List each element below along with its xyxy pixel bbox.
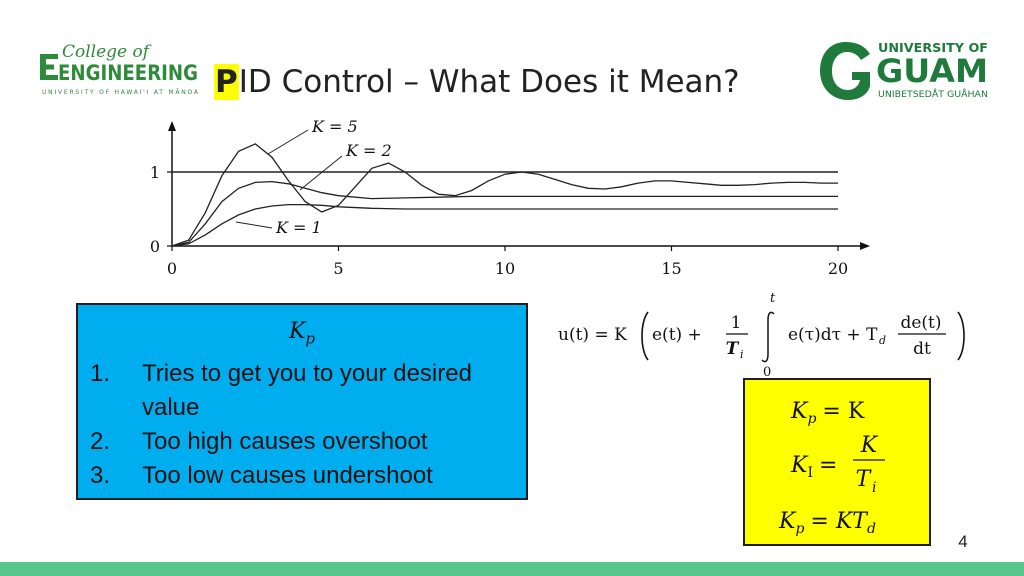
title-rest: ID Control – What Does it Mean? [238,64,740,100]
x-tick-label: 5 [333,259,343,278]
ki-den-sub: i [872,480,876,496]
chart-annotations: K = 5 K = 2 K = 1 [235,118,392,237]
annotation-label-3: K = 1 [275,218,322,237]
logo-unibetsedat-text: UNIBETSEDÅT GUÅHAN [878,88,988,100]
equation-lhs: u(t) = K [558,325,627,345]
chart-series [171,143,838,247]
integrand: e(τ)dτ + T [788,325,878,345]
annotation-pointer-1 [267,129,309,155]
y-tick-label: 0 [150,237,160,256]
step-response-chart: 0 5 10 15 20 0 1 K = 5 K = 2 K = 1 [150,118,870,278]
logo-engineering-text: ENGINEERING [58,61,198,85]
bottom-accent-bar [0,562,1024,576]
integral-lower: 0 [763,365,771,380]
integral-upper: t [770,291,776,306]
fraction1-numerator: 1 [731,313,742,333]
x-axis-arrow [860,242,870,250]
list-item: 1. Tries to get you to your desired value [90,360,472,421]
university-of-guam-logo: UNIVERSITY OF GUAM UNIBETSEDÅT GUÅHAN [820,41,988,100]
gain-definitions-box: Kp = K KI = K T i Kp = KTd [743,378,931,546]
y-axis-arrow [168,121,176,131]
gain-equations: Kp = K KI = K T i Kp = KTd [778,399,885,537]
left-paren [641,311,649,361]
fraction2-numerator: de(t) [900,313,941,333]
kp-definition: Kp = K [790,399,865,427]
kp-explanation-box: Kp 1. Tries to get you to your desired va… [76,303,528,500]
x-tick-label: 15 [661,259,681,278]
annotation-pointer-2 [299,155,343,191]
logo-e-mid [40,64,54,70]
integral-sign [761,311,775,363]
annotation-pointer-3 [235,221,273,229]
chart-axes [168,121,870,250]
ki-denominator: T [856,467,873,492]
kd-definition: Kp = KTd [778,509,876,537]
series-line-2 [171,180,838,247]
list-item: 3. Too low causes undershoot [90,462,433,489]
slide-title: PID Control – What Does it Mean? [214,62,740,102]
logo-guam-text: GUAM [876,52,988,90]
page-number: 4 [958,532,968,551]
annotation-label-1: K = 5 [311,118,358,136]
logo-university-of-text: UNIVERSITY OF [878,41,988,55]
list-item: 2. Too high causes overshoot [90,428,428,455]
series-line-1 [171,143,838,247]
equation-error-term: e(t) + [652,325,702,345]
title-highlight: P [214,64,239,100]
logo-e-top [40,54,58,59]
ki-definition: KI = [790,453,837,481]
kp-symbol: Kp [288,319,316,348]
ki-numerator: K [860,433,879,458]
x-tick-label: 10 [495,259,515,278]
right-paren [957,311,965,361]
fraction2-denominator: dt [913,339,931,359]
y-tick-label: 1 [150,163,160,182]
x-tick-label: 0 [167,259,177,278]
logo-e-bottom [40,75,58,80]
fraction1-den-sub: i [740,348,744,361]
td-subscript: d [879,334,886,347]
pid-equation: u(t) = K e(t) + 1 T i t 0 e(τ)dτ + T d d… [558,291,965,380]
kp-effects-list: 1. Tries to get you to your desired value… [90,357,520,493]
chart-ticks: 0 5 10 15 20 0 1 [150,163,848,278]
series-line-3 [171,203,838,247]
x-tick-label: 20 [828,259,848,278]
college-of-engineering-logo: College of ENGINEERING UNIVERSITY OF HAW… [40,42,199,96]
logo-university-text: UNIVERSITY OF HAWAI'I AT MĀNOA [42,89,199,96]
annotation-label-2: K = 2 [345,141,392,160]
guam-seal-icon [820,42,870,100]
fraction1-denominator: T [726,339,740,359]
logo-college-of-text: College of [62,42,152,62]
